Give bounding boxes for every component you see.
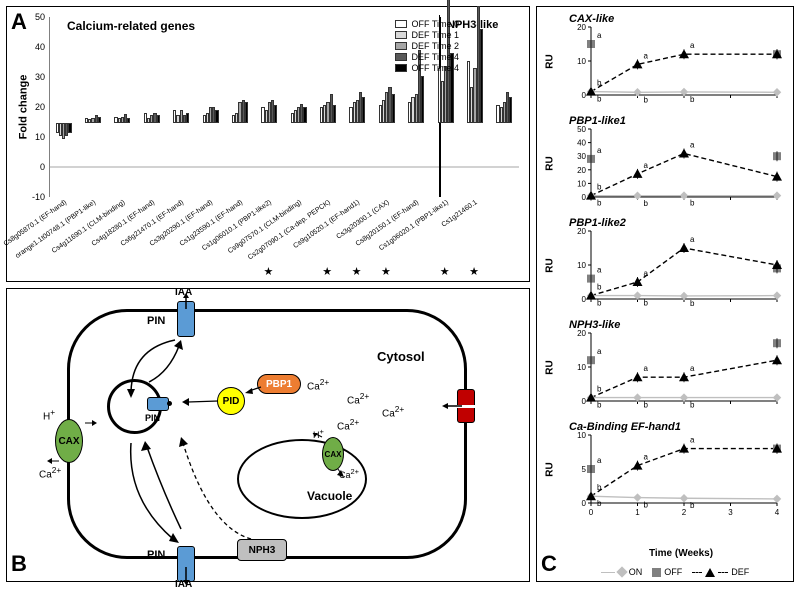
svg-text:0: 0 <box>589 508 594 517</box>
svg-text:20: 20 <box>577 23 586 32</box>
svg-text:b: b <box>597 183 602 192</box>
cytosol-label: Cytosol <box>377 349 425 364</box>
svg-text:1: 1 <box>635 508 640 517</box>
svg-text:20: 20 <box>577 329 586 338</box>
svg-text:b: b <box>690 501 695 510</box>
svg-text:3: 3 <box>728 508 733 517</box>
svg-text:a: a <box>644 453 649 462</box>
ca-cyt-2: Ca2+ <box>347 391 369 406</box>
legend-def: DEF <box>692 567 749 577</box>
legend-off: OFF <box>652 567 682 577</box>
svg-text:b: b <box>690 95 695 104</box>
panel-c: C CAX-likeRU01020bbbbaabaaaPBP1-like1RU0… <box>536 6 794 582</box>
figure: A Fold change -1001020304050 Calcium-rel… <box>0 0 800 589</box>
svg-text:b: b <box>690 401 695 410</box>
svg-text:0: 0 <box>582 397 587 406</box>
svg-text:b: b <box>644 401 649 410</box>
svg-text:b: b <box>644 95 649 104</box>
ca-cyt-3: Ca2+ <box>382 404 404 419</box>
svg-text:0: 0 <box>582 295 587 304</box>
svg-text:a: a <box>597 347 602 356</box>
svg-text:b: b <box>644 299 649 308</box>
svg-text:0: 0 <box>582 193 587 202</box>
panel-a: A Fold change -1001020304050 Calcium-rel… <box>6 6 530 282</box>
pin-label-bottom: PIN <box>147 549 165 561</box>
svg-text:a: a <box>690 364 695 373</box>
svg-text:b: b <box>644 199 649 208</box>
svg-text:b: b <box>597 79 602 88</box>
svg-text:10: 10 <box>577 57 586 66</box>
vacuole-label: Vacuole <box>307 489 352 503</box>
svg-text:b: b <box>597 401 602 410</box>
arrow-iaa-bottom <box>182 567 190 585</box>
svg-text:b: b <box>597 95 602 104</box>
pbp1-pid-arrow <box>245 385 263 395</box>
panel-c-legend: ON OFF DEF <box>547 567 800 577</box>
ca-cyt-1: Ca2+ <box>307 377 329 392</box>
svg-text:b: b <box>597 483 602 492</box>
cax-arrows-vac <box>312 433 354 477</box>
svg-text:b: b <box>597 283 602 292</box>
svg-text:20: 20 <box>577 227 586 236</box>
svg-text:b: b <box>597 199 602 208</box>
panel-a-y-label: Fold change <box>13 17 33 197</box>
svg-text:b: b <box>597 385 602 394</box>
svg-text:30: 30 <box>577 152 586 161</box>
svg-text:0: 0 <box>582 499 587 508</box>
svg-text:a: a <box>597 456 602 465</box>
legend-on: ON <box>601 567 643 577</box>
svg-text:b: b <box>597 499 602 508</box>
pin-label-top: PIN <box>147 315 165 327</box>
svg-text:b: b <box>690 299 695 308</box>
svg-text:10: 10 <box>577 431 586 440</box>
svg-text:a: a <box>597 266 602 275</box>
arrow-iaa-top <box>182 293 190 311</box>
svg-text:4: 4 <box>775 508 780 517</box>
svg-text:a: a <box>644 161 649 170</box>
panel-a-legend: OFF Time 0DEF Time 1DEF Time 2DEF Time 4… <box>395 19 459 74</box>
ca-label-out: Ca2+ <box>39 465 61 480</box>
svg-text:5: 5 <box>582 465 587 474</box>
panel-c-xlabel: Time (Weeks) <box>553 548 800 559</box>
svg-text:a: a <box>690 140 695 149</box>
ca-cyt-4: Ca2+ <box>337 417 359 432</box>
svg-text:20: 20 <box>577 166 586 175</box>
cycle-arrow-top <box>107 334 197 404</box>
pbp1-protein: PBP1 <box>257 374 301 394</box>
svg-text:2: 2 <box>682 508 687 517</box>
svg-text:a: a <box>644 364 649 373</box>
svg-text:a: a <box>597 31 602 40</box>
svg-text:10: 10 <box>577 363 586 372</box>
svg-text:a: a <box>644 51 649 60</box>
panel-b-label: B <box>11 551 27 577</box>
svg-text:40: 40 <box>577 139 586 148</box>
pid-kinase: PID <box>217 387 245 415</box>
svg-text:a: a <box>597 146 602 155</box>
svg-text:10: 10 <box>577 179 586 188</box>
panel-b: B PIN IAA PIN IAA PIN CAX H+ Ca2+ CAX H+… <box>6 288 530 582</box>
svg-text:b: b <box>644 501 649 510</box>
svg-text:0: 0 <box>582 91 587 100</box>
svg-text:b: b <box>690 199 695 208</box>
svg-text:a: a <box>690 41 695 50</box>
svg-text:a: a <box>690 235 695 244</box>
svg-text:a: a <box>644 269 649 278</box>
svg-text:50: 50 <box>577 125 586 134</box>
cycle-arrow-bottom <box>107 439 197 549</box>
pin-label-vesicle: PIN <box>145 413 160 423</box>
svg-text:10: 10 <box>577 261 586 270</box>
svg-text:b: b <box>597 299 602 308</box>
cax-arrows-outer <box>47 417 97 467</box>
svg-text:a: a <box>690 436 695 445</box>
channel-arrow <box>442 401 464 411</box>
